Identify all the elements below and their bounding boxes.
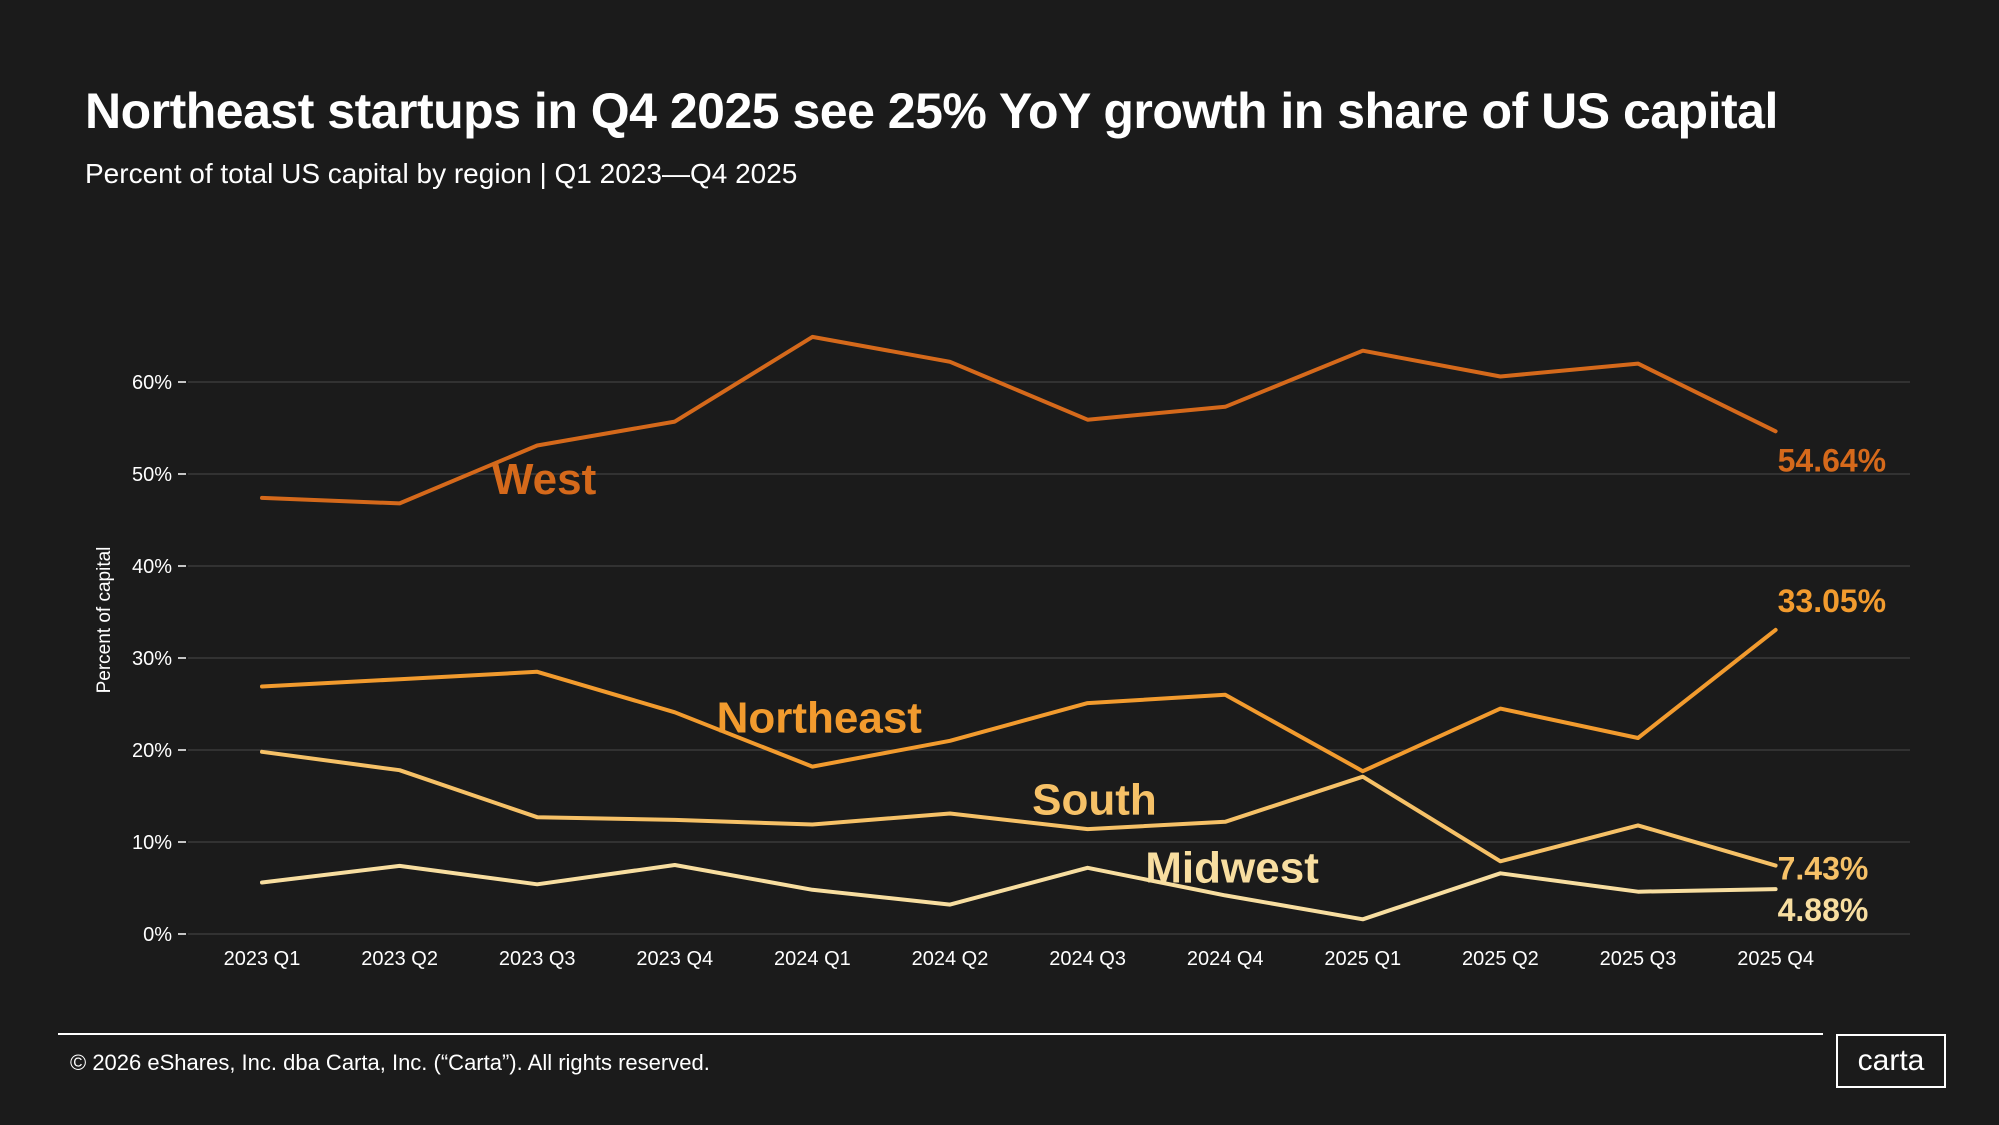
y-tick-label: 0% xyxy=(143,924,172,946)
series-name-west: West xyxy=(492,455,597,504)
series-labels: West 54.64% Northeast 33.05% South 7.43% Midwe… xyxy=(492,442,1886,928)
end-value-label-south: 7.43% xyxy=(1778,851,1869,887)
series-line-west xyxy=(260,334,1778,506)
x-tick-label: 2025 Q1 xyxy=(1324,948,1401,970)
grid-lines xyxy=(188,381,1910,935)
x-tick-label: 2024 Q2 xyxy=(912,948,989,970)
x-tick-label: 2024 Q1 xyxy=(774,948,851,970)
x-tick-label: 2025 Q2 xyxy=(1462,948,1539,970)
y-axis-title: Percent of capital xyxy=(94,547,115,694)
chart-title: Northeast startups in Q4 2025 see 25% Yo… xyxy=(85,83,1778,139)
series-name-midwest: Midwest xyxy=(1145,843,1319,892)
series-line-south xyxy=(260,749,1778,868)
y-tick-label: 50% xyxy=(132,464,172,486)
end-value-label-west: 54.64% xyxy=(1778,442,1887,478)
y-tick-label: 60% xyxy=(132,372,172,394)
chart-subtitle: Percent of total US capital by region | … xyxy=(85,158,798,189)
series-name-northeast: Northeast xyxy=(717,694,923,743)
series-lines xyxy=(260,334,1778,922)
line-chart: 0% 10% 20% 30% 40% 50% 60% Percent of capital 20… xyxy=(94,334,1910,970)
axes: 0% 10% 20% 30% 40% 50% 60% Percent of capital 20… xyxy=(94,372,1814,970)
y-tick-label: 40% xyxy=(132,556,172,578)
x-tick-label: 2023 Q3 xyxy=(499,948,576,970)
carta-logo: carta xyxy=(1836,1034,1946,1088)
end-value-label-northeast: 33.05% xyxy=(1778,583,1887,619)
x-tick-label: 2025 Q4 xyxy=(1737,948,1814,970)
x-tick-label: 2023 Q1 xyxy=(224,948,301,970)
footer-divider xyxy=(58,1033,1823,1035)
y-tick-label: 10% xyxy=(132,832,172,854)
x-tick-label: 2023 Q4 xyxy=(636,948,713,970)
x-tick-label: 2025 Q3 xyxy=(1600,948,1677,970)
x-tick-label: 2023 Q2 xyxy=(361,948,438,970)
x-tick-label: 2024 Q4 xyxy=(1187,948,1264,970)
series-line-northeast xyxy=(260,627,1778,774)
end-value-label-midwest: 4.88% xyxy=(1778,892,1869,928)
x-tick-label: 2024 Q3 xyxy=(1049,948,1126,970)
series-name-south: South xyxy=(1032,775,1157,824)
y-tick-label: 20% xyxy=(132,740,172,762)
y-tick-label: 30% xyxy=(132,648,172,670)
series-line-midwest xyxy=(260,863,1778,922)
copyright-text: © 2026 eShares, Inc. dba Carta, Inc. (“C… xyxy=(70,1050,710,1075)
